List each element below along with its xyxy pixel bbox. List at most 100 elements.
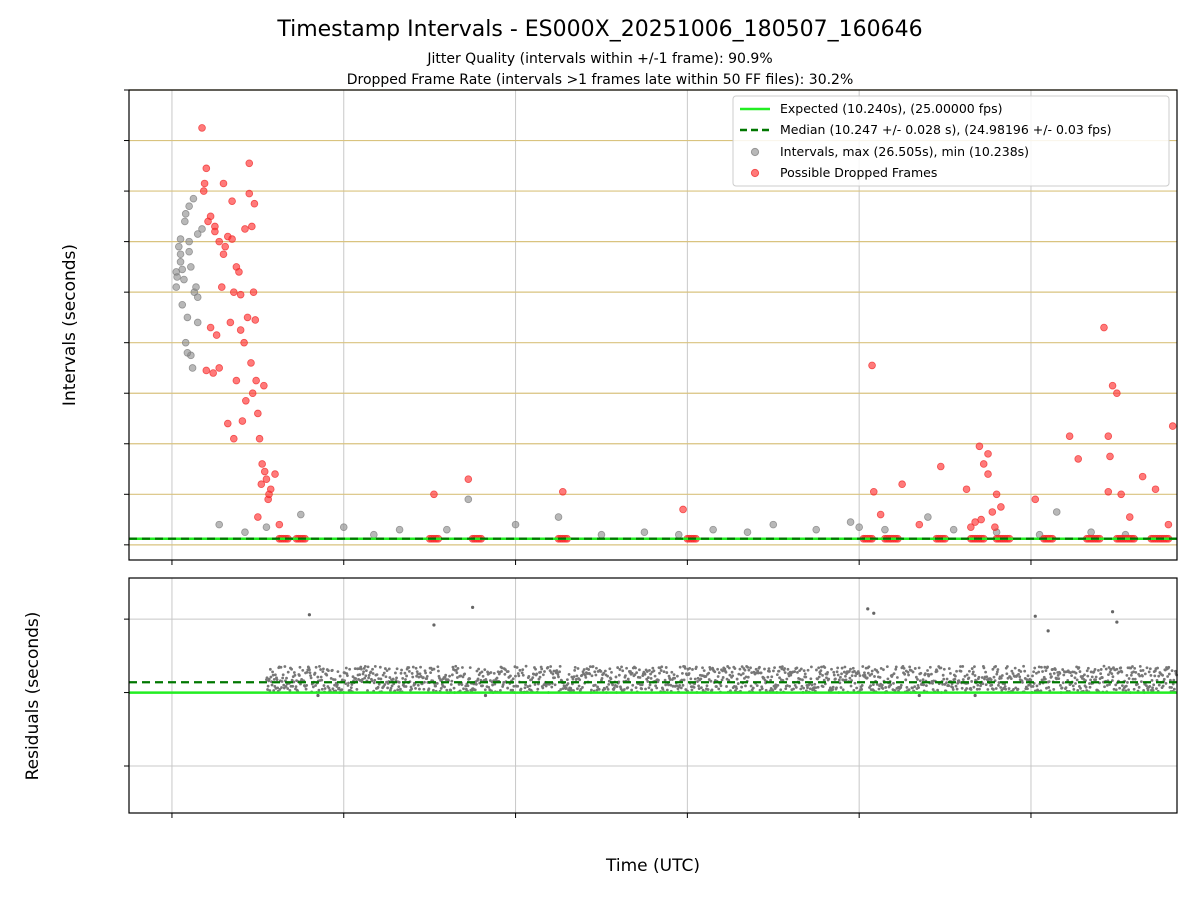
residual-point [593,670,597,674]
interval-point [185,247,193,256]
residual-point [687,672,691,675]
residual-point [931,681,934,685]
residual-point [802,686,805,690]
residual-point [531,676,535,680]
residual-point [800,684,804,688]
dropped-frame-point [936,462,945,471]
residual-point [1084,685,1088,689]
residual-point [468,677,472,681]
residual-point [795,666,799,670]
residual-point [1090,675,1094,679]
interval-point [181,217,189,226]
residual-point [865,676,869,680]
residual-point [995,672,999,676]
residual-point [616,666,620,669]
residual-point [454,664,458,668]
residual-point [777,669,781,673]
residual-point [621,669,625,673]
residual-point [573,665,577,669]
interval-point [395,525,404,534]
residual-point [792,687,795,691]
intervals-ticks [124,89,1032,565]
residual-point [810,683,814,687]
residual-point [1162,677,1166,681]
residual-point [1125,673,1129,677]
residual-point [835,670,839,674]
residual-point [421,676,425,679]
residual-point [840,666,844,670]
residual-point [358,673,362,677]
dropped-frame-point [215,237,223,246]
residual-point [1150,679,1154,682]
residual-point [1157,683,1161,687]
residual-point [911,686,914,690]
residual-point [1000,674,1004,677]
interval-point [855,523,863,531]
residual-point [311,685,315,689]
residual-point [385,669,389,673]
dropped-frame-point [260,467,269,476]
residual-point [536,687,540,691]
residual-point [556,673,560,676]
residual-point [981,682,985,686]
residual-point [825,676,828,680]
dropped-frame-point [1065,432,1074,440]
residual-point [298,665,302,669]
interval-point [176,235,185,243]
residual-point [570,675,574,679]
residual-point [780,667,784,671]
residual-point [816,677,819,681]
residual-point [646,680,650,683]
interval-point [178,300,187,309]
residual-point [269,675,273,679]
dropped-frame-point [212,331,221,339]
residual-point [1132,670,1135,674]
residual-point [821,673,824,677]
residual-point [863,673,867,677]
residual-point [448,674,451,678]
residual-point [513,665,517,669]
dropped-frame-point [211,227,219,236]
residual-point [416,672,420,676]
residual-point [951,688,955,691]
residual-point [840,672,843,676]
residual-point [572,689,575,692]
residual-point [479,678,483,682]
residual-point [664,666,668,669]
residual-point [390,684,394,688]
residual-point [1005,665,1009,668]
residual-point [817,675,821,679]
residual-point [1013,666,1017,670]
residual-point [516,684,520,688]
residual-point [1127,677,1131,680]
residual-point [818,672,822,676]
residual-point [1031,674,1034,678]
residual-point [1093,668,1097,671]
residual-point [573,668,577,672]
residual-point [947,667,951,670]
interval-point [188,364,197,372]
residual-point [1164,681,1168,685]
residual-point [955,687,959,691]
residual-point [280,680,284,683]
intervals-ylabel: Intervals (seconds) [60,244,80,406]
residual-point [994,687,998,690]
dropped-frame-point [1074,455,1083,463]
residual-point [725,685,728,688]
residual-point [884,686,888,689]
residual-point [955,669,958,673]
residual-point [820,665,823,669]
interval-point [339,523,348,531]
residual-point [899,683,903,687]
residual-point [1147,670,1151,674]
dropped-frame-point [251,316,260,324]
residual-point [746,665,750,669]
residual-point [831,685,835,689]
residual-outlier-point [917,693,921,698]
legend-box [732,95,1170,187]
dropped-frame-point [258,460,266,468]
residual-point [638,668,641,672]
residual-point [611,683,615,687]
residual-point [804,675,808,679]
residual-point [723,667,727,671]
